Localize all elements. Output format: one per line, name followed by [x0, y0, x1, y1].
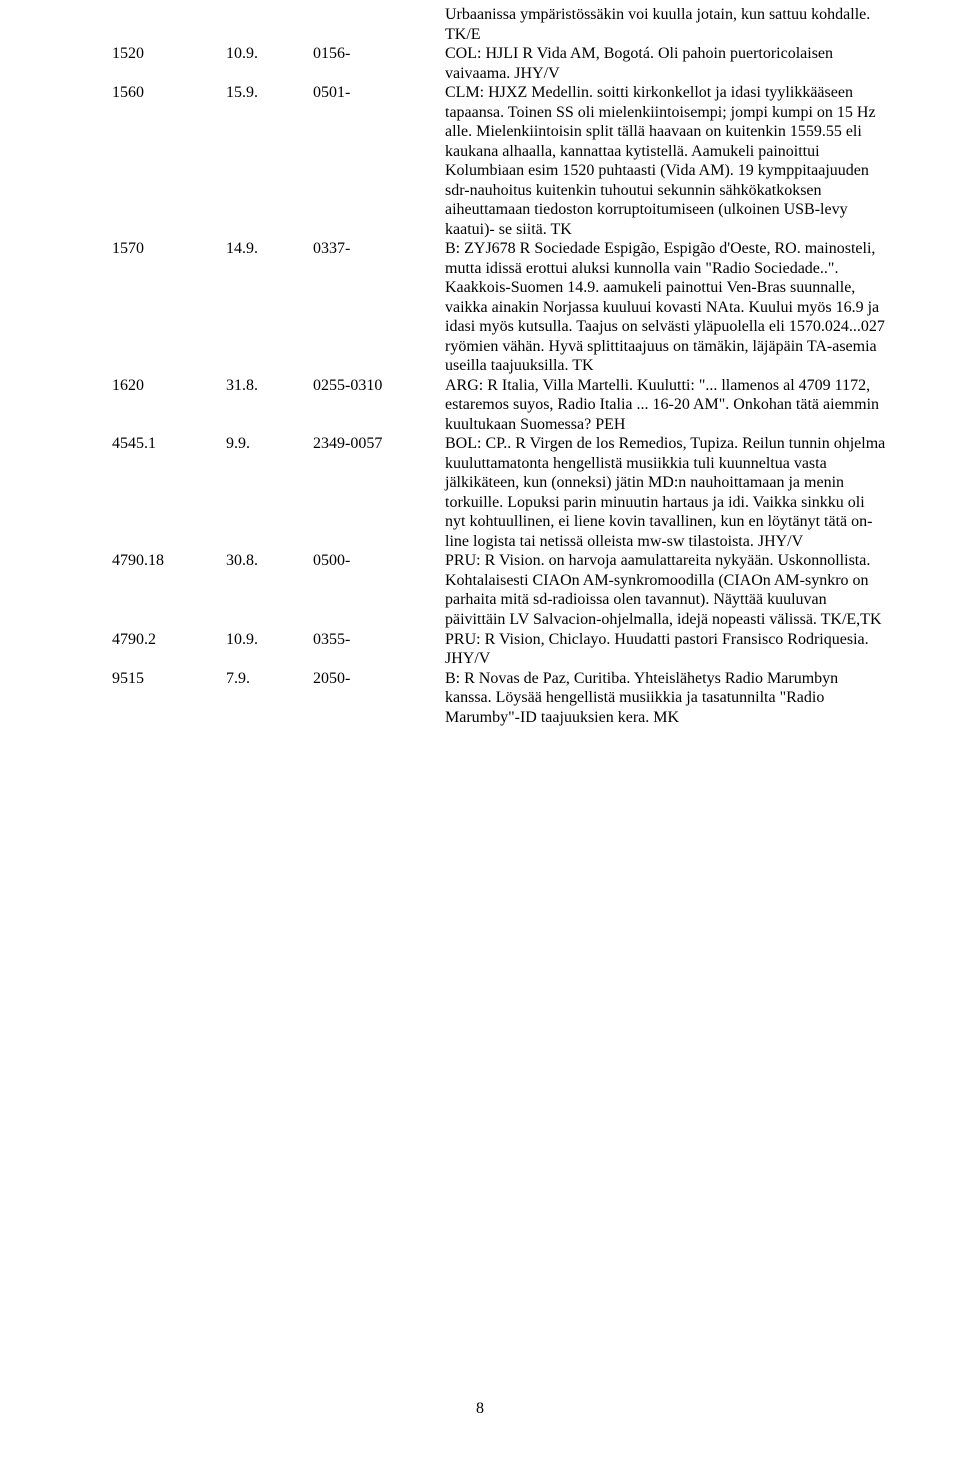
time-cell: 0255-0310 — [313, 376, 445, 396]
entry-body: COL: HJLI R Vida AM, Bogotá. Oli pahoin … — [445, 44, 886, 83]
time-cell: 0500- — [313, 551, 445, 571]
date-cell: 10.9. — [226, 630, 313, 650]
date-cell: 9.9. — [226, 434, 313, 454]
log-entry: 1560 15.9. 0501- CLM: HJXZ Medellin. soi… — [112, 83, 886, 239]
log-entry: 4790.2 10.9. 0355- PRU: R Vision, Chicla… — [112, 630, 886, 669]
entry-body: BOL: CP.. R Virgen de los Remedios, Tupi… — [445, 434, 886, 551]
time-cell: 2349-0057 — [313, 434, 445, 454]
date-cell: 30.8. — [226, 551, 313, 571]
log-entry: 4545.1 9.9. 2349-0057 BOL: CP.. R Virgen… — [112, 434, 886, 551]
document-page: Urbaanissa ympäristössäkin voi kuulla jo… — [0, 0, 960, 1463]
entry-body: B: R Novas de Paz, Curitiba. Yhteislähet… — [445, 669, 886, 728]
log-entry: Urbaanissa ympäristössäkin voi kuulla jo… — [112, 5, 886, 44]
frequency-cell: 1560 — [112, 83, 226, 103]
entry-body: Urbaanissa ympäristössäkin voi kuulla jo… — [445, 5, 886, 44]
frequency-cell: 4545.1 — [112, 434, 226, 454]
frequency-cell: 4790.18 — [112, 551, 226, 571]
frequency-cell: 1570 — [112, 239, 226, 259]
entry-body: CLM: HJXZ Medellin. soitti kirkonkellot … — [445, 83, 886, 239]
frequency-cell: 4790.2 — [112, 630, 226, 650]
log-entry: 1570 14.9. 0337- B: ZYJ678 R Sociedade E… — [112, 239, 886, 376]
date-cell: 10.9. — [226, 44, 313, 64]
entry-body: PRU: R Vision. on harvoja aamulattareita… — [445, 551, 886, 629]
frequency-cell: 9515 — [112, 669, 226, 689]
log-entry: 1620 31.8. 0255-0310 ARG: R Italia, Vill… — [112, 376, 886, 435]
date-cell: 31.8. — [226, 376, 313, 396]
log-entry: 1520 10.9. 0156- COL: HJLI R Vida AM, Bo… — [112, 44, 886, 83]
date-cell: 14.9. — [226, 239, 313, 259]
date-cell: 7.9. — [226, 669, 313, 689]
log-entry: 4790.18 30.8. 0500- PRU: R Vision. on ha… — [112, 551, 886, 629]
frequency-cell: 1520 — [112, 44, 226, 64]
time-cell: 0355- — [313, 630, 445, 650]
frequency-cell: 1620 — [112, 376, 226, 396]
time-cell: 0337- — [313, 239, 445, 259]
entry-body: PRU: R Vision, Chiclayo. Huudatti pastor… — [445, 630, 886, 669]
date-cell: 15.9. — [226, 83, 313, 103]
entry-body: ARG: R Italia, Villa Martelli. Kuulutti:… — [445, 376, 886, 435]
time-cell: 0501- — [313, 83, 445, 103]
log-entry: 9515 7.9. 2050- B: R Novas de Paz, Curit… — [112, 669, 886, 728]
page-number: 8 — [0, 1400, 960, 1418]
entry-body: B: ZYJ678 R Sociedade Espigão, Espigão d… — [445, 239, 886, 376]
time-cell: 0156- — [313, 44, 445, 64]
time-cell: 2050- — [313, 669, 445, 689]
